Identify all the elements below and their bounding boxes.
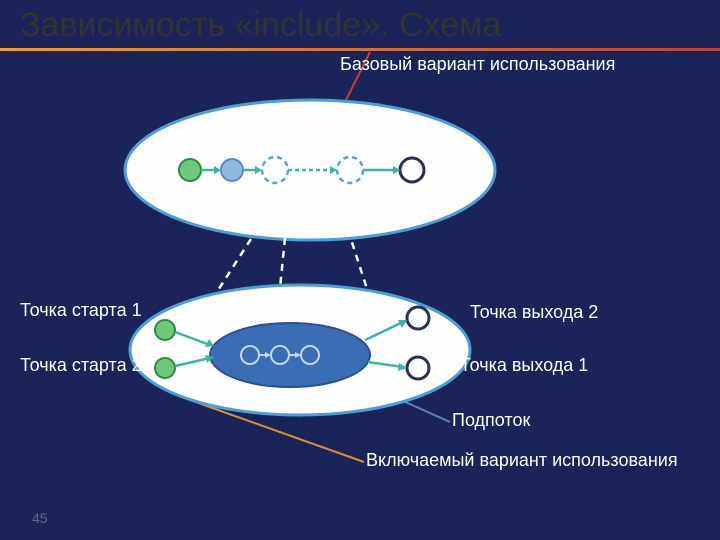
label-exit1: Точка выхода 1 [460, 355, 588, 376]
page-number: 45 [32, 510, 48, 526]
label-included-usecase: Включаемый вариант использования [366, 450, 678, 471]
label-subflow: Подпоток [452, 410, 530, 431]
label-exit2: Точка выхода 2 [470, 302, 598, 323]
label-start2: Точка старта 2 [20, 355, 142, 376]
label-start1: Точка старта 1 [20, 300, 142, 321]
label-base-usecase: Базовый вариант использования [340, 54, 615, 75]
